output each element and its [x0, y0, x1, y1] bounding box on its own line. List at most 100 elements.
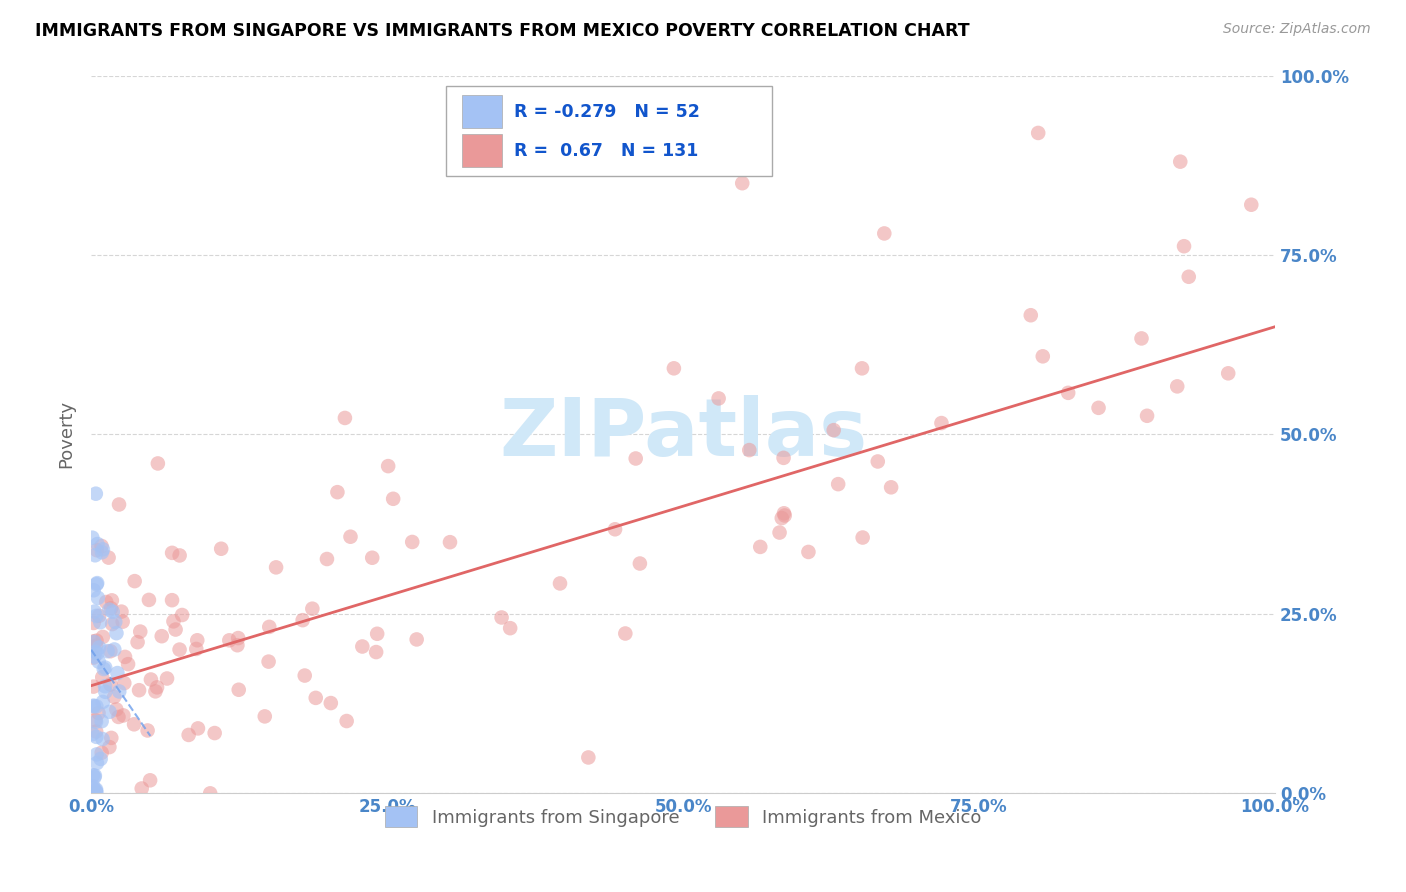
Point: [405, 632, 427, 647]
Text: R = -0.279   N = 52: R = -0.279 N = 52: [513, 103, 700, 121]
Point: [738, 443, 761, 458]
FancyBboxPatch shape: [446, 87, 772, 176]
Point: [94, 685, 117, 699]
Text: Source: ZipAtlas.com: Source: ZipAtlas.com: [1223, 22, 1371, 37]
Point: [169, 549, 191, 563]
Point: [83, 786, 105, 800]
Point: [301, 601, 323, 615]
Point: [91, 542, 114, 557]
Point: [112, 708, 135, 723]
Point: [117, 657, 139, 672]
Point: [84, 486, 107, 500]
Point: [548, 576, 571, 591]
Point: [291, 613, 314, 627]
Point: [83, 635, 105, 649]
Point: [98, 602, 121, 616]
Point: [86, 747, 108, 762]
Point: [160, 546, 183, 560]
Point: [84, 784, 107, 798]
Point: [823, 423, 845, 437]
Point: [84, 608, 107, 623]
Point: [84, 645, 107, 659]
Point: [366, 627, 388, 641]
Point: [1032, 349, 1054, 363]
Point: [82, 768, 104, 782]
Point: [624, 451, 647, 466]
Point: [103, 690, 125, 704]
Point: [336, 714, 359, 728]
Point: [707, 392, 730, 406]
Point: [145, 684, 167, 698]
Point: [257, 655, 280, 669]
Point: [198, 786, 221, 800]
Point: [84, 548, 107, 562]
Point: [491, 610, 513, 624]
Point: [104, 615, 127, 629]
Point: [86, 699, 108, 714]
FancyBboxPatch shape: [461, 134, 502, 168]
Point: [91, 670, 114, 684]
Point: [162, 615, 184, 629]
Point: [768, 525, 790, 540]
Point: [305, 690, 328, 705]
Point: [87, 655, 110, 669]
Point: [82, 780, 104, 794]
Point: [339, 530, 361, 544]
Point: [107, 710, 129, 724]
Point: [361, 550, 384, 565]
Point: [100, 731, 122, 745]
Point: [253, 709, 276, 723]
Text: IMMIGRANTS FROM SINGAPORE VS IMMIGRANTS FROM MEXICO POVERTY CORRELATION CHART: IMMIGRANTS FROM SINGAPORE VS IMMIGRANTS …: [35, 22, 970, 40]
Point: [228, 682, 250, 697]
Point: [1057, 385, 1080, 400]
Point: [773, 508, 796, 523]
Point: [131, 781, 153, 796]
Point: [1087, 401, 1109, 415]
Point: [86, 730, 108, 744]
Point: [86, 577, 108, 591]
Point: [84, 639, 107, 653]
Point: [352, 640, 374, 654]
Point: [603, 522, 626, 536]
Point: [1168, 154, 1191, 169]
Point: [124, 574, 146, 588]
Point: [94, 679, 117, 693]
Point: [264, 560, 287, 574]
Point: [83, 650, 105, 665]
Point: [136, 723, 159, 738]
Point: [226, 638, 249, 652]
Point: [105, 702, 128, 716]
Point: [880, 480, 903, 494]
Point: [852, 531, 875, 545]
Point: [156, 672, 179, 686]
Point: [1166, 379, 1188, 393]
Point: [86, 537, 108, 551]
Point: [96, 595, 118, 609]
Point: [83, 615, 105, 630]
Point: [83, 583, 105, 598]
Point: [84, 782, 107, 797]
Point: [138, 593, 160, 607]
Point: [83, 680, 105, 694]
Point: [100, 677, 122, 691]
Point: [103, 642, 125, 657]
Point: [931, 416, 953, 430]
Point: [91, 732, 114, 747]
Point: [401, 535, 423, 549]
Point: [87, 706, 110, 720]
Point: [87, 591, 110, 605]
Point: [86, 647, 108, 661]
Point: [111, 615, 134, 629]
Point: [100, 644, 122, 658]
Y-axis label: Poverty: Poverty: [58, 401, 75, 468]
Point: [259, 620, 281, 634]
Point: [866, 454, 889, 468]
Point: [94, 660, 117, 674]
Point: [82, 781, 104, 796]
Point: [204, 726, 226, 740]
Point: [873, 227, 896, 241]
Point: [186, 633, 208, 648]
Point: [112, 676, 135, 690]
Point: [1026, 126, 1049, 140]
Point: [139, 673, 162, 687]
